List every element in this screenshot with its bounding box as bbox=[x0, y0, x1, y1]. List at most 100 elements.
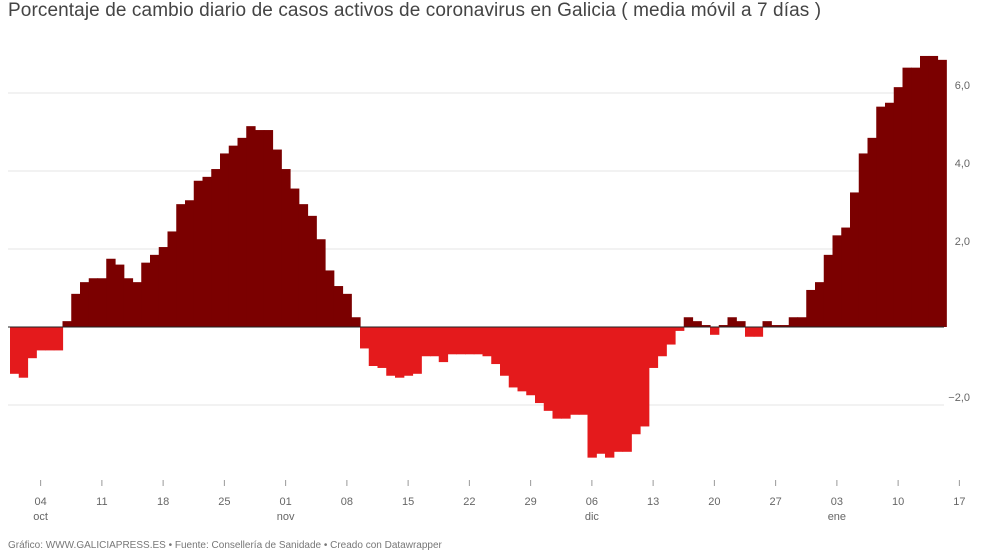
bar bbox=[395, 327, 405, 378]
bar bbox=[657, 327, 667, 357]
bar bbox=[788, 317, 799, 327]
bars bbox=[10, 55, 947, 458]
bar bbox=[613, 327, 624, 452]
y-tick-label: 4,0 bbox=[955, 158, 970, 170]
bar bbox=[281, 169, 291, 327]
bar bbox=[272, 149, 282, 327]
x-tick-label: 15 bbox=[402, 496, 414, 508]
bar bbox=[386, 327, 396, 376]
bar bbox=[666, 327, 676, 345]
bar bbox=[18, 327, 29, 378]
x-tick-label: 18 bbox=[157, 496, 169, 508]
bar bbox=[333, 286, 344, 327]
bar bbox=[622, 327, 632, 452]
bar bbox=[342, 293, 352, 327]
bar bbox=[360, 327, 370, 349]
bar bbox=[53, 327, 64, 351]
x-month-label: oct bbox=[33, 511, 48, 523]
bar bbox=[920, 55, 930, 327]
bar bbox=[745, 327, 755, 337]
bar bbox=[683, 317, 694, 327]
bar bbox=[80, 282, 90, 327]
bar bbox=[928, 55, 939, 327]
bar bbox=[465, 327, 475, 355]
bar bbox=[596, 327, 606, 454]
bar bbox=[885, 102, 895, 327]
x-tick-label: 27 bbox=[770, 496, 782, 508]
bar bbox=[290, 188, 300, 327]
x-axis-labels: 04 oct 11 18 25 01 nov 08 15 22 29 06 dic 13 20 27 03 ene… bbox=[33, 480, 966, 523]
bar bbox=[561, 327, 571, 419]
bar bbox=[438, 327, 449, 363]
x-tick-label: 04 bbox=[35, 496, 47, 508]
x-tick-label: 06 bbox=[586, 496, 598, 508]
x-month-label: nov bbox=[277, 511, 295, 523]
bar bbox=[797, 317, 807, 327]
x-month-label: dic bbox=[585, 511, 600, 523]
bar bbox=[456, 327, 466, 355]
bar bbox=[10, 327, 20, 374]
bar bbox=[937, 59, 947, 327]
x-tick-label: 13 bbox=[647, 496, 659, 508]
bar bbox=[412, 327, 422, 374]
bar bbox=[141, 262, 151, 327]
bar bbox=[176, 204, 186, 327]
bar bbox=[718, 325, 729, 327]
bar bbox=[255, 130, 265, 327]
bar bbox=[237, 137, 247, 327]
bar bbox=[640, 327, 650, 427]
bar bbox=[351, 317, 361, 327]
x-tick-label: 22 bbox=[463, 496, 475, 508]
x-tick-label: 10 bbox=[892, 496, 904, 508]
bar bbox=[692, 321, 702, 327]
x-tick-label: 25 bbox=[218, 496, 230, 508]
bar bbox=[500, 327, 510, 376]
bar bbox=[263, 130, 274, 327]
x-tick-label: 17 bbox=[953, 496, 965, 508]
bar bbox=[246, 126, 256, 328]
bar bbox=[193, 180, 204, 327]
bar bbox=[36, 327, 46, 351]
bar bbox=[552, 327, 562, 419]
x-tick-label: 01 bbox=[280, 496, 292, 508]
bar bbox=[377, 327, 387, 368]
bar bbox=[762, 321, 772, 327]
bar bbox=[97, 278, 107, 327]
bar bbox=[806, 289, 816, 327]
bar bbox=[150, 254, 160, 327]
bar bbox=[228, 145, 239, 327]
x-tick-label: 03 bbox=[831, 496, 843, 508]
bar bbox=[307, 215, 317, 327]
bar bbox=[123, 278, 134, 327]
bar bbox=[578, 327, 589, 415]
bar bbox=[316, 239, 326, 327]
bar bbox=[71, 293, 81, 327]
bar bbox=[675, 327, 685, 331]
x-tick-label: 08 bbox=[341, 496, 353, 508]
bar-chart: 6,0 4,0 2,0 −2,0 04 oct 11 18 25 01 nov 08 15 22 29 06… bbox=[8, 55, 970, 523]
bar bbox=[902, 67, 912, 328]
bar bbox=[736, 321, 746, 327]
bar bbox=[211, 169, 221, 327]
bar bbox=[421, 327, 431, 357]
bar bbox=[780, 325, 790, 327]
bar bbox=[605, 327, 615, 458]
y-tick-label: 6,0 bbox=[955, 80, 970, 92]
bar bbox=[631, 327, 641, 435]
bar bbox=[517, 327, 527, 392]
bar bbox=[832, 235, 842, 327]
bar bbox=[158, 247, 169, 327]
bar bbox=[185, 200, 195, 327]
bar bbox=[202, 176, 212, 327]
bar bbox=[850, 192, 860, 327]
bar bbox=[88, 278, 99, 327]
bar bbox=[710, 327, 720, 335]
y-tick-label: −2,0 bbox=[948, 392, 970, 404]
bar bbox=[368, 327, 379, 366]
bar bbox=[325, 270, 335, 327]
bar bbox=[115, 264, 125, 327]
bar bbox=[430, 327, 440, 357]
y-axis-labels: 6,0 4,0 2,0 −2,0 bbox=[948, 80, 970, 404]
bar bbox=[587, 327, 597, 458]
bar bbox=[526, 327, 536, 396]
